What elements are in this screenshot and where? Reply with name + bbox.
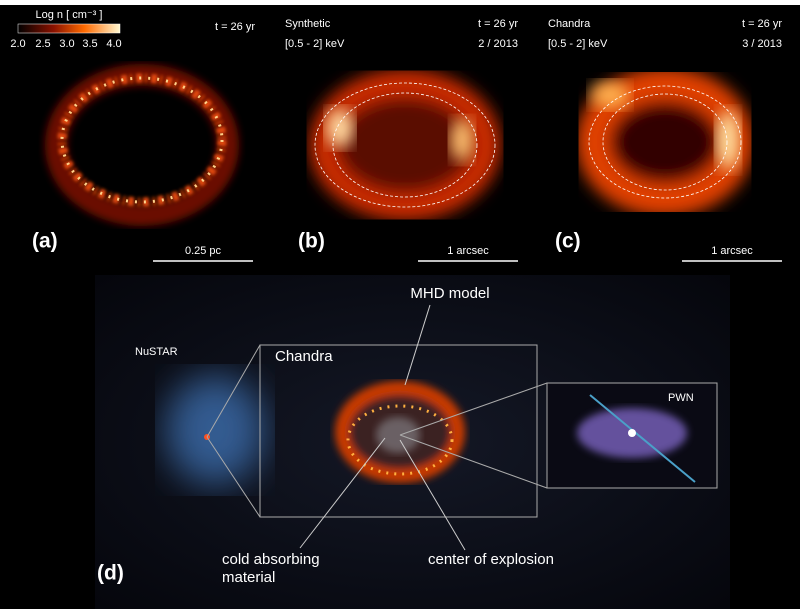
panel-title: Chandra xyxy=(548,18,591,30)
contour xyxy=(602,93,728,191)
inset-label: Chandra xyxy=(275,348,333,365)
panel-label: (c) xyxy=(555,230,581,253)
panel-title: Synthetic xyxy=(285,18,331,30)
scale-label: 1 arcsec xyxy=(447,245,489,257)
time-label: t = 26 yr xyxy=(478,18,518,30)
panel-label: (a) xyxy=(32,230,58,253)
pointer xyxy=(299,437,386,549)
hot-spot xyxy=(450,118,474,162)
pointer xyxy=(399,439,466,551)
inset-label: PWN xyxy=(668,392,694,404)
ring-clumps xyxy=(60,76,224,204)
ring-clumps xyxy=(346,404,454,476)
time-label: t = 26 yr xyxy=(215,21,255,33)
annotation: cold absorbing xyxy=(222,551,320,568)
zoom-line xyxy=(206,344,261,438)
zoom-line xyxy=(399,382,548,436)
colorbar-tick: 3.5 xyxy=(82,38,97,50)
colorbar xyxy=(17,23,121,34)
panel-d: NuSTAR Chandra PWN MHD model cold absorb… xyxy=(95,275,730,609)
colorbar-tick: 2.5 xyxy=(35,38,50,50)
panel-label: (d) xyxy=(97,562,124,585)
inset-label: NuSTAR xyxy=(135,346,178,358)
pwn-jet xyxy=(589,394,696,483)
contour xyxy=(588,85,742,199)
hot-spot xyxy=(716,110,740,170)
annotation: MHD model xyxy=(410,285,489,302)
scale-label: 0.25 pc xyxy=(185,245,222,257)
pulsar xyxy=(628,429,636,437)
annotation: center of explosion xyxy=(428,551,554,568)
contour xyxy=(332,92,478,198)
panel-b: Synthetic [0.5 - 2] keV t = 26 yr 2 / 20… xyxy=(285,18,518,262)
hot-spot xyxy=(326,108,354,148)
zoom-line xyxy=(206,436,261,518)
pointer xyxy=(404,304,431,386)
date-label: 2 / 2013 xyxy=(478,38,518,50)
colorbar-title: Log n [ cm⁻³ ] xyxy=(36,9,103,21)
annotation: material xyxy=(222,569,275,586)
colorbar-tick: 3.0 xyxy=(59,38,74,50)
scale-label: 1 arcsec xyxy=(711,245,753,257)
panel-a: Log n [ cm⁻³ ] 2.0 2.5 3.0 3.5 4.0 t = 2… xyxy=(10,9,255,262)
energy-band: [0.5 - 2] keV xyxy=(548,38,608,50)
hot-spot xyxy=(590,81,630,109)
panel-label: (b) xyxy=(298,230,325,253)
chandra-box xyxy=(259,344,538,518)
panel-c: Chandra [0.5 - 2] keV t = 26 yr 3 / 2013… xyxy=(548,18,782,262)
date-label: 3 / 2013 xyxy=(742,38,782,50)
energy-band: [0.5 - 2] keV xyxy=(285,38,345,50)
ejecta xyxy=(376,417,420,453)
colorbar-tick: 2.0 xyxy=(10,38,25,50)
zoom-line xyxy=(399,434,548,489)
contour xyxy=(314,82,496,208)
nustar-blob xyxy=(165,375,265,485)
colorbar-tick: 4.0 xyxy=(106,38,121,50)
time-label: t = 26 yr xyxy=(742,18,782,30)
